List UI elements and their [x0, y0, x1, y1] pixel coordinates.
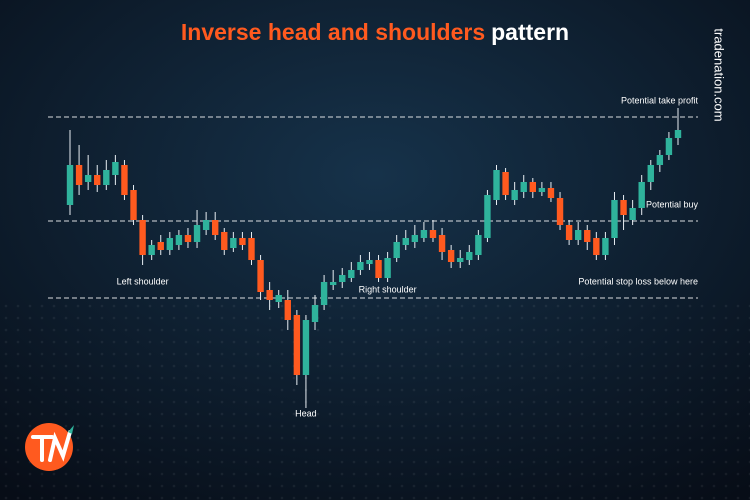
candle-body [348, 270, 355, 278]
logo [25, 423, 74, 471]
pattern-annotation: Head [295, 408, 317, 418]
candle-body [447, 250, 455, 262]
candle-body [166, 238, 174, 250]
candle-body [393, 242, 400, 258]
candle-body [239, 238, 246, 245]
candle-body [529, 182, 537, 192]
candle-body [148, 245, 155, 255]
candle-body [538, 188, 546, 192]
candle-body [647, 165, 654, 182]
candle-body [211, 220, 219, 235]
candle-body [502, 172, 509, 195]
candle-body [275, 295, 282, 302]
candle-body [184, 235, 192, 242]
candle-body [157, 242, 164, 250]
candle-body [556, 198, 564, 225]
candle-body [547, 188, 555, 198]
candle-body [584, 230, 591, 242]
candle-body [293, 315, 301, 375]
candle-body [574, 230, 582, 240]
candle-body [202, 220, 210, 230]
candle-body [302, 320, 310, 375]
candle-body [75, 165, 83, 185]
pattern-annotation: Left shoulder [117, 276, 169, 286]
candle-body [457, 258, 464, 262]
candle-body [602, 238, 609, 255]
candle-body [193, 225, 201, 242]
candle-body [375, 260, 382, 278]
candle-body [674, 130, 682, 138]
candle-body [402, 238, 409, 245]
candle-body [357, 262, 364, 270]
candle-body [221, 232, 228, 250]
candle-body [284, 300, 291, 320]
candle-body [620, 200, 627, 215]
candle-body [429, 230, 437, 238]
candle-body [438, 235, 446, 252]
candle-body [665, 138, 673, 155]
candle-body [484, 195, 491, 238]
candle-body [230, 238, 237, 248]
candle-body [493, 170, 500, 200]
candle-body [121, 165, 128, 195]
candle-body [175, 235, 183, 245]
pattern-annotation: Right shoulder [359, 284, 417, 294]
candle-body [329, 282, 337, 285]
candle-body [66, 165, 74, 205]
candle-body [466, 252, 473, 260]
candle-body [94, 175, 101, 185]
title: pattern [491, 19, 569, 45]
candle-body [257, 260, 264, 292]
brand-url: tradenation.com [712, 28, 727, 121]
candle-body [420, 230, 428, 238]
level-label: Potential buy [646, 199, 699, 209]
candle-body [84, 175, 92, 182]
candle-body [384, 258, 391, 278]
candle-body [629, 208, 636, 220]
candle-body [656, 155, 664, 165]
candle-body [366, 260, 373, 264]
level-label: Potential take profit [621, 95, 699, 105]
candle-body [130, 190, 137, 220]
dot-pattern [0, 300, 750, 500]
candle-body [593, 238, 600, 255]
candle-body [139, 220, 146, 255]
candle-body [520, 182, 527, 192]
candle-body [311, 305, 319, 322]
logo-mark [31, 430, 72, 462]
level-label: Potential stop loss below here [578, 276, 698, 286]
candle-body [248, 238, 255, 260]
title-highlight: Inverse head and shoulders [181, 19, 485, 45]
candle-body [112, 162, 119, 175]
candle-body [339, 275, 346, 282]
candle-body [320, 282, 328, 305]
candle-body [511, 190, 518, 200]
candle-body [638, 182, 645, 208]
logo-arrow [68, 425, 74, 434]
candle-body [266, 290, 273, 300]
candle-body [411, 235, 419, 242]
candle-body [475, 235, 482, 255]
candle-body [611, 200, 618, 238]
candle-body [565, 225, 573, 240]
candle-body [103, 170, 110, 185]
